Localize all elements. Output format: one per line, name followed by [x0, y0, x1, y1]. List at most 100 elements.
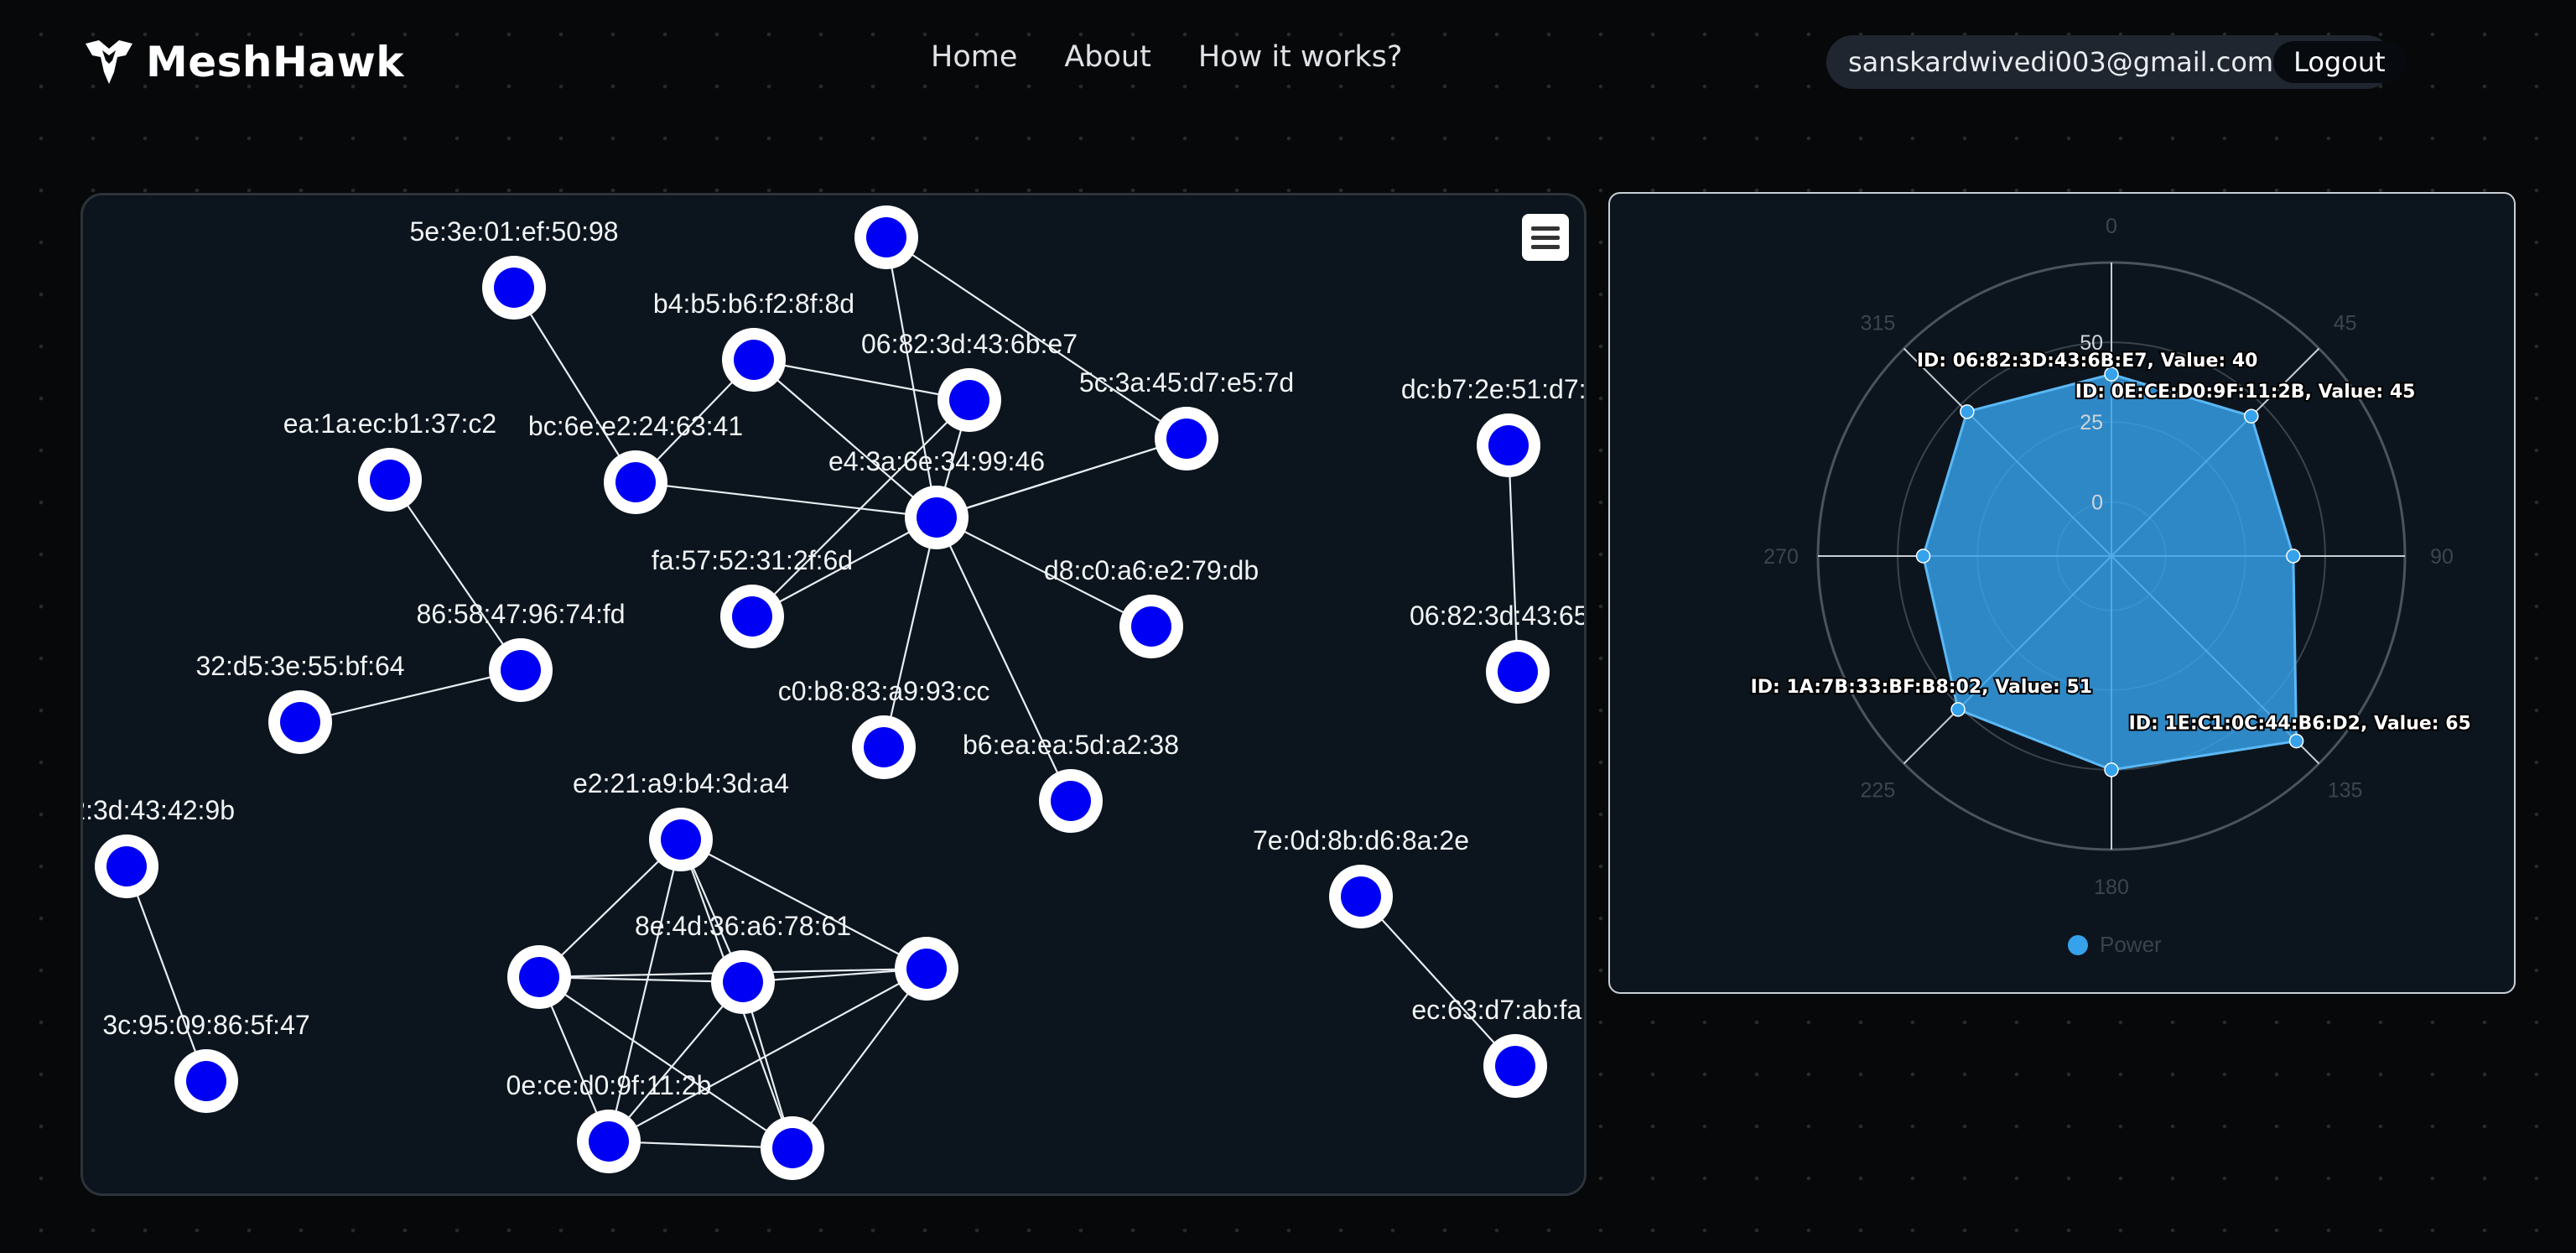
graph-edge	[680, 839, 927, 970]
node-core[interactable]	[1495, 1046, 1535, 1086]
graph-edge	[538, 975, 744, 984]
graph-node[interactable]	[1477, 413, 1540, 477]
graph-node[interactable]	[577, 1110, 641, 1173]
main-nav: Home About How it works?	[931, 40, 1402, 74]
node-label: d8:c0:a6:e2:79:db	[1044, 555, 1259, 585]
node-label: e4:3a:6e:34:99:46	[828, 446, 1045, 476]
node-core[interactable]	[280, 702, 320, 742]
logout-button[interactable]: Logout	[2273, 41, 2406, 83]
radar-point[interactable]	[2286, 549, 2301, 564]
graph-node[interactable]	[1155, 407, 1218, 471]
network-graph-panel[interactable]: 5e:3e:01:ef:50:98 ac:67:5d:96:b9:5a b4:b5:…	[80, 193, 1587, 1196]
graph-labels: 5e:3e:01:ef:50:98 ac:67:5d:96:b9:5a b4:b5:…	[83, 195, 1584, 1100]
node-core[interactable]	[494, 268, 534, 308]
node-label: b4:b5:b6:f2:8f:8d	[653, 289, 854, 319]
radar-point[interactable]	[1950, 702, 1966, 717]
radar-point[interactable]	[2288, 733, 2304, 749]
angle-tick-label: 225	[1861, 779, 1896, 803]
radar-point[interactable]	[2104, 367, 2119, 382]
node-label: c0:b8:83:a9:93:cc	[778, 676, 990, 706]
graph-edge	[882, 517, 938, 748]
nav-about-link[interactable]: About	[1064, 40, 1151, 74]
graph-edge	[885, 237, 938, 518]
angle-tick-label: 135	[2328, 779, 2363, 803]
node-core[interactable]	[866, 217, 906, 257]
graph-node[interactable]	[1483, 1034, 1547, 1098]
graph-node[interactable]	[1486, 640, 1550, 704]
brand-logo[interactable]: MeshHawk	[84, 35, 404, 89]
graph-edge	[607, 839, 683, 1142]
graph-node[interactable]	[358, 448, 422, 512]
node-core[interactable]	[106, 846, 147, 886]
node-core[interactable]	[917, 497, 957, 538]
node-label: 06:82:3d:43:65:09	[1410, 601, 1584, 631]
graph-node[interactable]	[852, 715, 916, 779]
node-core[interactable]	[1166, 419, 1207, 459]
node-core[interactable]	[1051, 781, 1091, 821]
radar-point[interactable]	[2244, 408, 2259, 424]
graph-node[interactable]	[854, 205, 918, 269]
user-box: sanskardwivedi003@gmail.com Logout	[1826, 35, 2406, 89]
graph-node[interactable]	[268, 690, 332, 754]
node-label: e2:21:a9:b4:3d:a4	[573, 768, 789, 798]
graph-nodes[interactable]	[95, 205, 1550, 1180]
node-core[interactable]	[772, 1128, 813, 1168]
node-label: 32:d5:3e:55:bf:64	[195, 651, 404, 681]
radial-tick-label: 0	[2091, 491, 2103, 514]
graph-node[interactable]	[761, 1116, 824, 1180]
graph-node[interactable]	[1039, 769, 1103, 833]
node-label: ea:1a:ec:b1:37:c2	[283, 408, 496, 439]
radar-point[interactable]	[1915, 549, 1931, 564]
node-core[interactable]	[519, 957, 559, 997]
graph-node[interactable]	[507, 945, 571, 1009]
graph-node[interactable]	[905, 486, 969, 549]
radar-points[interactable]	[1915, 367, 2304, 777]
radar-legend[interactable]: Power	[2068, 932, 2162, 958]
node-core[interactable]	[1131, 606, 1171, 647]
radar-series-area	[1921, 372, 2298, 772]
graph-node[interactable]	[895, 937, 958, 1001]
graph-node[interactable]	[1329, 865, 1393, 928]
node-core[interactable]	[1488, 425, 1529, 465]
graph-node[interactable]	[95, 834, 158, 898]
nav-home-link[interactable]: Home	[931, 40, 1018, 74]
graph-node[interactable]	[482, 256, 546, 320]
graph-node[interactable]	[711, 950, 775, 1014]
graph-node[interactable]	[489, 638, 553, 702]
node-core[interactable]	[1498, 652, 1538, 692]
node-label: 5e:3e:01:ef:50:98	[409, 216, 618, 247]
radar-point[interactable]	[2104, 762, 2119, 777]
node-core[interactable]	[1341, 876, 1381, 917]
node-label: b6:ea:ea:5d:a2:38	[963, 730, 1179, 760]
menu-bar-icon	[1531, 226, 1560, 231]
graph-node[interactable]	[649, 808, 713, 871]
graph-menu-button[interactable]	[1522, 214, 1569, 261]
graph-node[interactable]	[937, 368, 1001, 432]
graph-node[interactable]	[720, 585, 784, 648]
node-core[interactable]	[949, 380, 989, 420]
node-core[interactable]	[734, 340, 774, 380]
node-core[interactable]	[906, 949, 947, 989]
node-core[interactable]	[661, 819, 701, 860]
node-core[interactable]	[186, 1061, 226, 1101]
network-graph[interactable]: 5e:3e:01:ef:50:98 ac:67:5d:96:b9:5a b4:b5:…	[83, 195, 1584, 1193]
node-core[interactable]	[589, 1121, 629, 1162]
menu-bar-icon	[1531, 244, 1560, 249]
graph-node[interactable]	[174, 1049, 238, 1113]
radar-point[interactable]	[1960, 404, 1975, 419]
node-core[interactable]	[732, 596, 772, 637]
node-label: ac:67:5d:96:b9:5a	[779, 195, 994, 196]
graph-edge	[125, 866, 208, 1082]
node-core[interactable]	[370, 460, 410, 500]
node-label: dc:b7:2e:51:d7:54	[1401, 374, 1584, 404]
node-label: 86:58:47:96:74:fd	[416, 599, 625, 629]
graph-edge	[753, 358, 970, 402]
node-core[interactable]	[864, 727, 904, 767]
graph-node[interactable]	[604, 450, 667, 514]
graph-node[interactable]	[1119, 595, 1183, 658]
node-core[interactable]	[615, 462, 656, 502]
nav-how-it-works-link[interactable]: How it works?	[1197, 40, 1403, 74]
node-core[interactable]	[723, 962, 763, 1002]
graph-node[interactable]	[722, 328, 786, 392]
node-core[interactable]	[501, 650, 541, 690]
